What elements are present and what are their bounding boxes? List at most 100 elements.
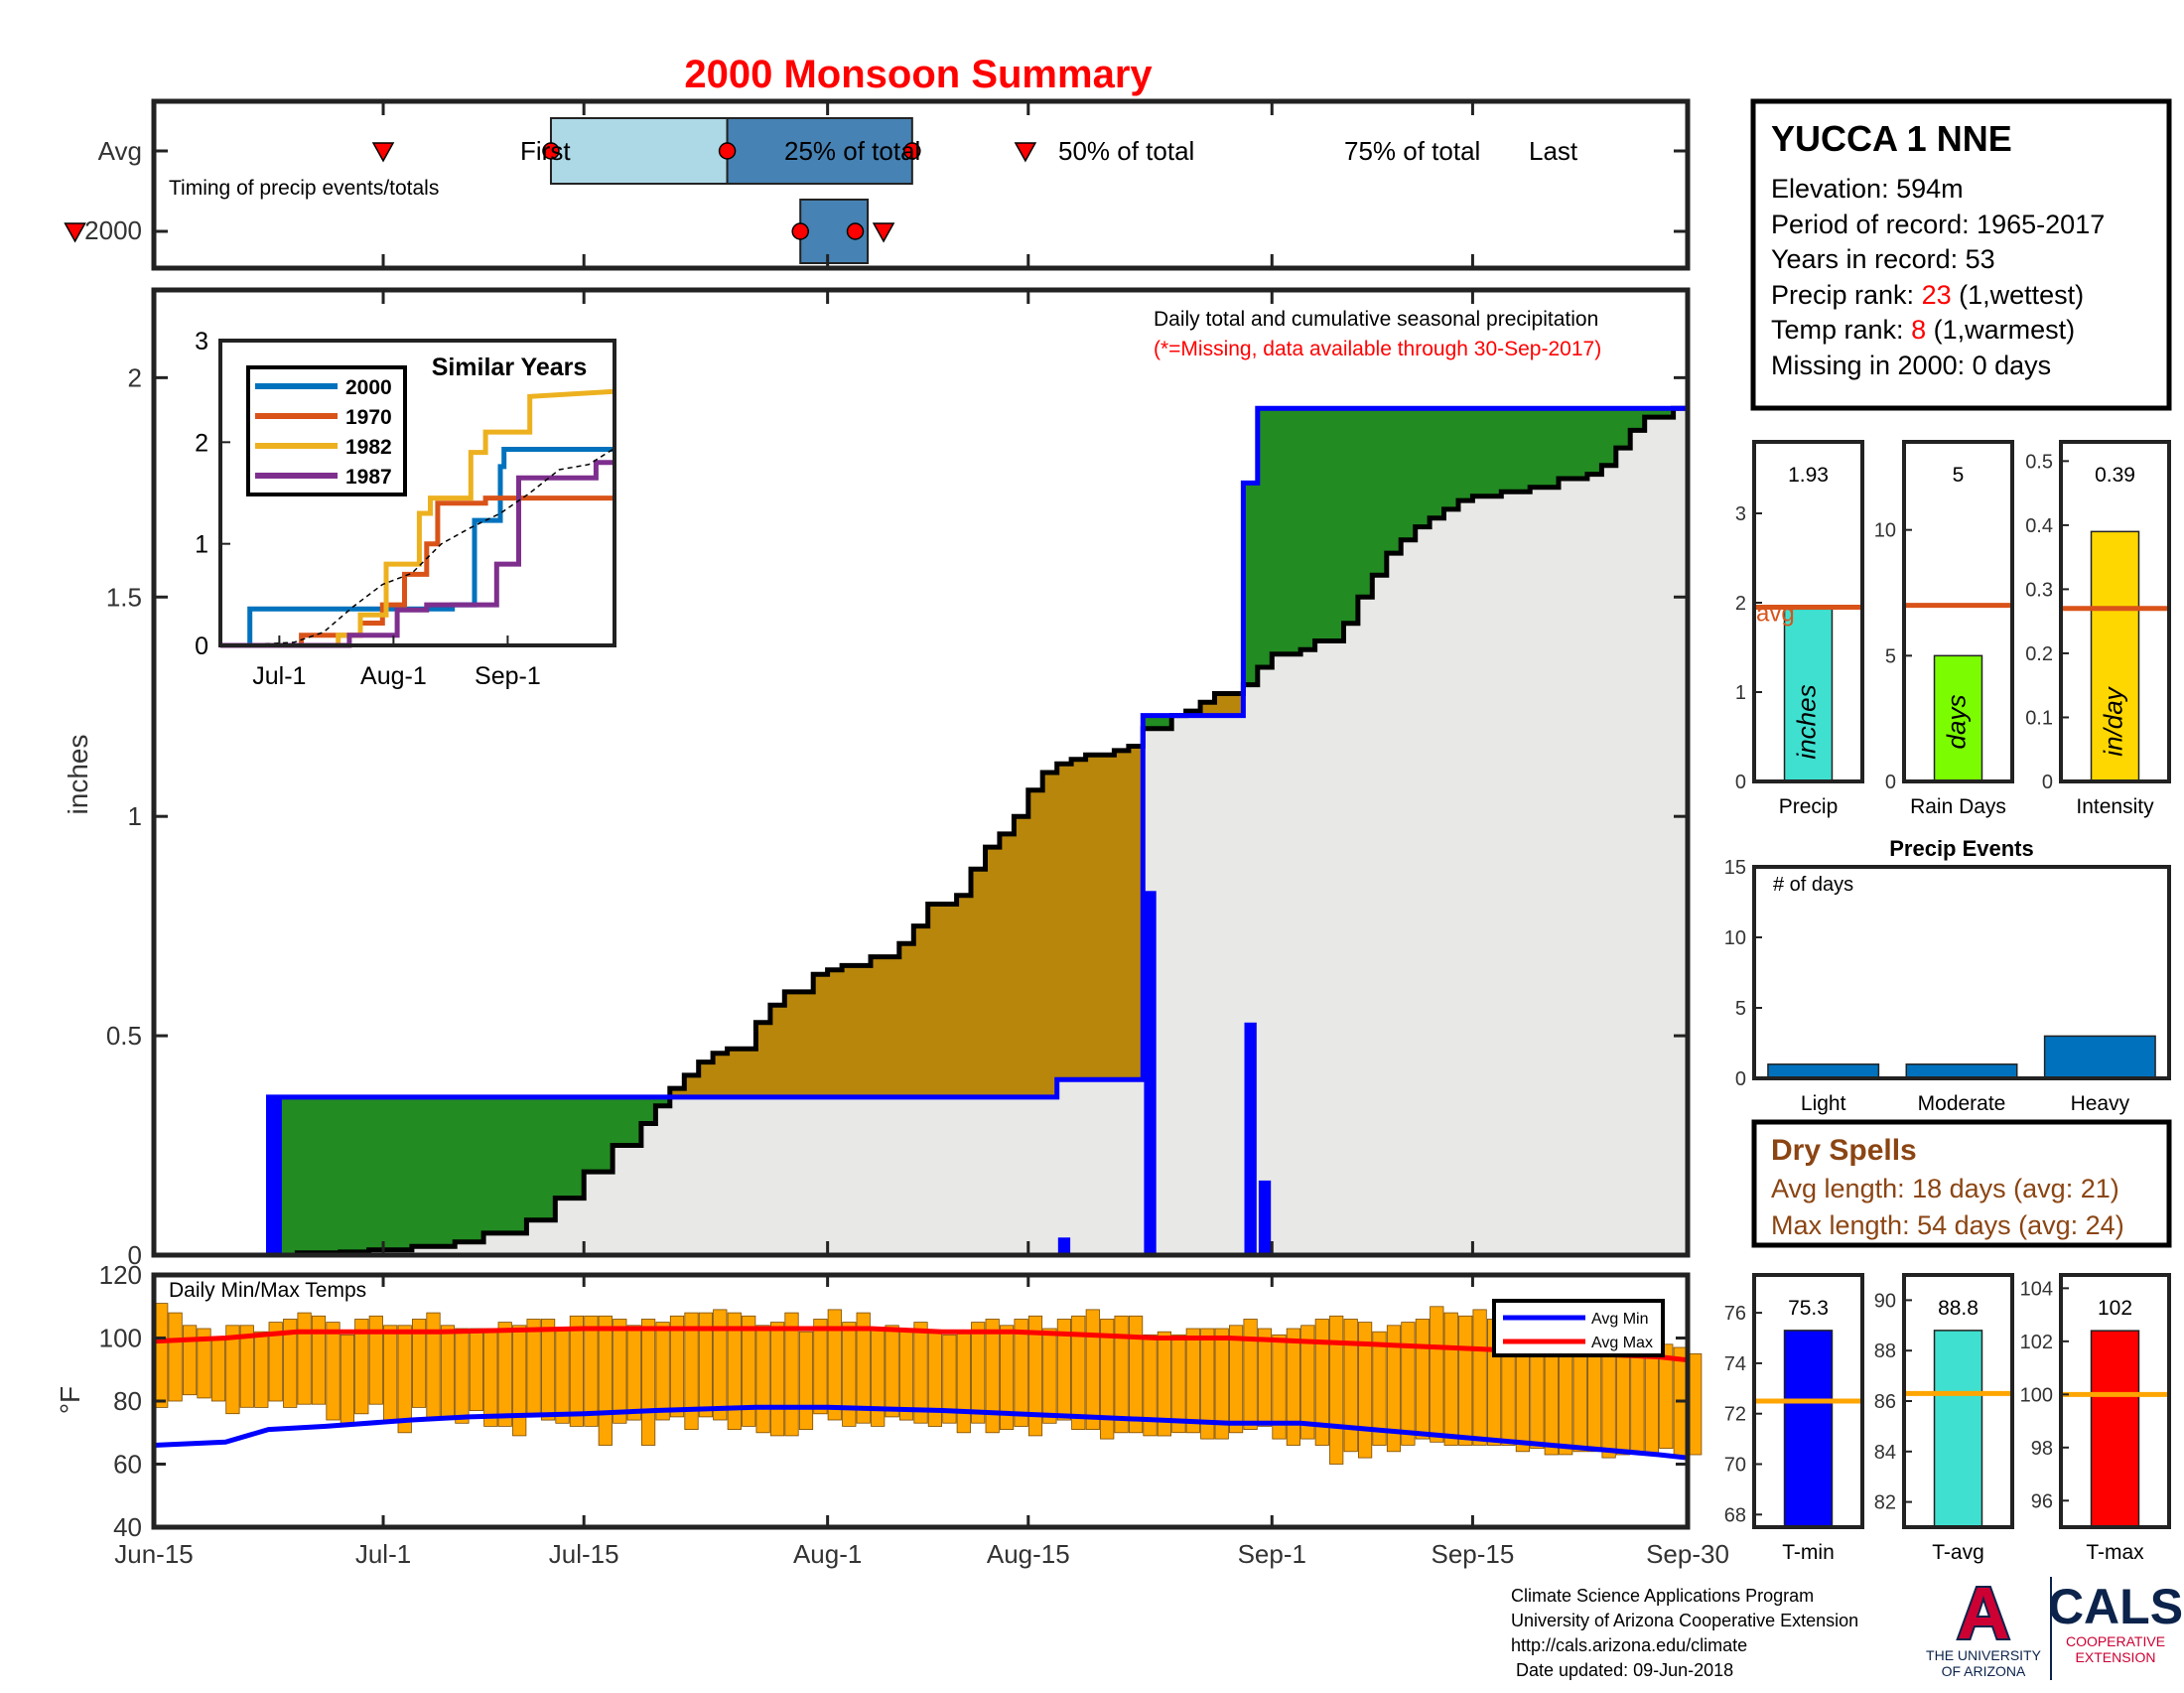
y-tick-label-t-min: 68 <box>1724 1504 1746 1526</box>
frame-precip <box>1752 440 1864 783</box>
daily-temp-bar <box>168 1312 183 1402</box>
precip-rank-value: 23 <box>1922 280 1952 310</box>
daily-precip-bar <box>1144 891 1157 1255</box>
timing-frame <box>151 98 1691 271</box>
inset-y-tick-label: 0 <box>195 633 208 660</box>
daily-temp-bar <box>426 1312 441 1421</box>
bar-t-min <box>1783 1330 1834 1528</box>
avg-last-marker-icon <box>1014 142 1037 163</box>
temp-x-tick-label: Sep-15 <box>1431 1539 1514 1569</box>
timing-marks <box>64 101 1690 268</box>
daily-temp-bar <box>268 1322 283 1402</box>
temp-x-tick-label: Jul-15 <box>549 1539 619 1569</box>
y-tick-label-t-avg: 82 <box>1874 1492 1896 1514</box>
event-y-tick-label: 10 <box>1724 927 1746 949</box>
daily-temp-bar <box>512 1325 527 1437</box>
y-tick-label-t-min: 70 <box>1724 1455 1746 1477</box>
daily-temp-bar <box>397 1325 412 1434</box>
temp-y-tick-label: 100 <box>99 1324 142 1353</box>
precip-rank-prefix: Precip rank: <box>1771 280 1922 310</box>
daily-temp-bar <box>1343 1319 1358 1453</box>
y-tick-label-intensity: 0.3 <box>2025 579 2053 601</box>
y-tick-label-t-max: 96 <box>2031 1490 2053 1512</box>
temp-x-tick-label: Sep-30 <box>1646 1539 1729 1569</box>
panel-intensity: in/day 0.39 0 0.1 0.2 0.3 0.4 0.5 Intensity <box>2025 440 2171 818</box>
daily-temp-bar <box>1185 1328 1200 1434</box>
daily-temp-bar <box>1100 1319 1115 1440</box>
temp-axes: 40 60 80 100 120 Jun-15 Jul-1 Jul-15 Aug-1 Aug-15… <box>99 1260 1729 1569</box>
station-temp-rank: Temp rank: 8 (1,warmest) <box>1771 315 2075 345</box>
x-label-t-avg: T-avg <box>1932 1541 1984 1564</box>
avg-label-precip: avg <box>1756 601 1795 628</box>
daily-temp-bar <box>885 1325 899 1418</box>
logos: A THE UNIVERSITY OF ARIZONA CALS COOPERA… <box>1926 1570 2183 1680</box>
x-label-intensity: Intensity <box>2076 795 2154 818</box>
temp-rank-prefix: Temp rank: <box>1771 315 1911 345</box>
daily-temp-bar <box>655 1322 670 1421</box>
daily-temp-bar <box>283 1319 298 1408</box>
daily-temp-bar <box>1630 1343 1645 1453</box>
daily-temp-bar <box>784 1312 799 1437</box>
daily-precip-bar <box>1258 1180 1272 1255</box>
x-label-rain-days: Rain Days <box>1910 795 2006 818</box>
precip-y-tick-label: 0 <box>128 1240 142 1270</box>
daily-temp-bar <box>1257 1328 1273 1427</box>
y-tick-label-precip: 2 <box>1735 593 1746 615</box>
event-bar-light <box>1767 1063 1880 1079</box>
footer-line-2: University of Arizona Cooperative Extens… <box>1511 1611 1858 1630</box>
precip-y-tick-label: 1 <box>128 801 142 831</box>
frame-t-max <box>2059 1273 2171 1529</box>
daily-temp-bar <box>856 1312 871 1424</box>
dry-spells-box: Dry Spells Avg length: 18 days (avg: 21)… <box>1751 1119 2172 1248</box>
daily-temp-bar <box>598 1315 613 1446</box>
daily-temp-bar <box>1572 1343 1587 1453</box>
daily-temp-bar <box>913 1322 928 1424</box>
daily-temp-bar <box>541 1319 556 1421</box>
daily-temp-bar <box>1129 1315 1144 1434</box>
station-info-frame <box>1750 98 2172 411</box>
daily-temp-bar <box>813 1319 828 1415</box>
value-label-precip: 1.93 <box>1788 464 1829 487</box>
timing-row-label-avg: Avg <box>98 136 142 166</box>
precip-events-plot: Light Moderate Heavy 0 5 10 15 <box>1724 857 2156 1115</box>
panel-precip: avg inches 1.93 0 1 2 3 Precip <box>1735 440 1864 818</box>
ua-logo-line-1: THE UNIVERSITY <box>1926 1647 2042 1663</box>
daily-temp-bar <box>297 1312 312 1405</box>
temp-rank-value: 8 <box>1911 315 1926 345</box>
daily-temp-bar <box>713 1309 728 1421</box>
daily-temp-bar <box>225 1325 240 1415</box>
y-tick-label-precip: 3 <box>1735 503 1746 525</box>
daily-temp-bar <box>440 1325 456 1418</box>
y-tick-label-intensity: 0.2 <box>2025 643 2053 665</box>
timing-row-label-year: 2000 <box>84 215 142 245</box>
daily-temp-bar <box>182 1325 198 1396</box>
legend-label-1987: 1987 <box>345 466 392 489</box>
temp-x-tick-label: Jun-15 <box>114 1539 194 1569</box>
daily-temp-bar <box>1171 1334 1186 1434</box>
daily-temp-bar <box>1314 1319 1329 1446</box>
precip-frame <box>151 287 1691 1258</box>
daily-temp-bar <box>1214 1328 1229 1440</box>
value-label-t-max: 102 <box>2098 1297 2132 1320</box>
event-label-light: Light <box>1801 1092 1846 1115</box>
daily-temp-bar <box>1458 1315 1473 1446</box>
daily-temp-bar <box>239 1325 254 1408</box>
y-tick-label-intensity: 0.1 <box>2025 707 2053 729</box>
panel-t-avg: 88.8 82 84 86 88 90 T-avg <box>1874 1273 2014 1564</box>
daily-temp-bar <box>555 1328 570 1424</box>
year-cumulative-line <box>154 405 1688 1258</box>
panel-t-max: 102 96 98 100 102 104 T-max <box>2020 1273 2171 1564</box>
daily-temp-bar <box>898 1328 914 1421</box>
temp-y-tick-label: 60 <box>113 1450 142 1480</box>
precip-y-tick-label: 1.5 <box>106 582 142 612</box>
inset-series-1970 <box>220 495 614 648</box>
daily-temp-bar <box>1200 1328 1215 1440</box>
inset-y-tick-label: 1 <box>195 531 208 559</box>
temp-y-tick-label: 120 <box>99 1260 142 1290</box>
y-tick-label-t-avg: 88 <box>1874 1340 1896 1362</box>
daily-temp-bar <box>641 1319 656 1446</box>
inset-title: Similar Years <box>432 353 588 381</box>
event-y-tick-label: 0 <box>1735 1068 1746 1090</box>
inset-y-tick-label: 2 <box>195 429 208 457</box>
